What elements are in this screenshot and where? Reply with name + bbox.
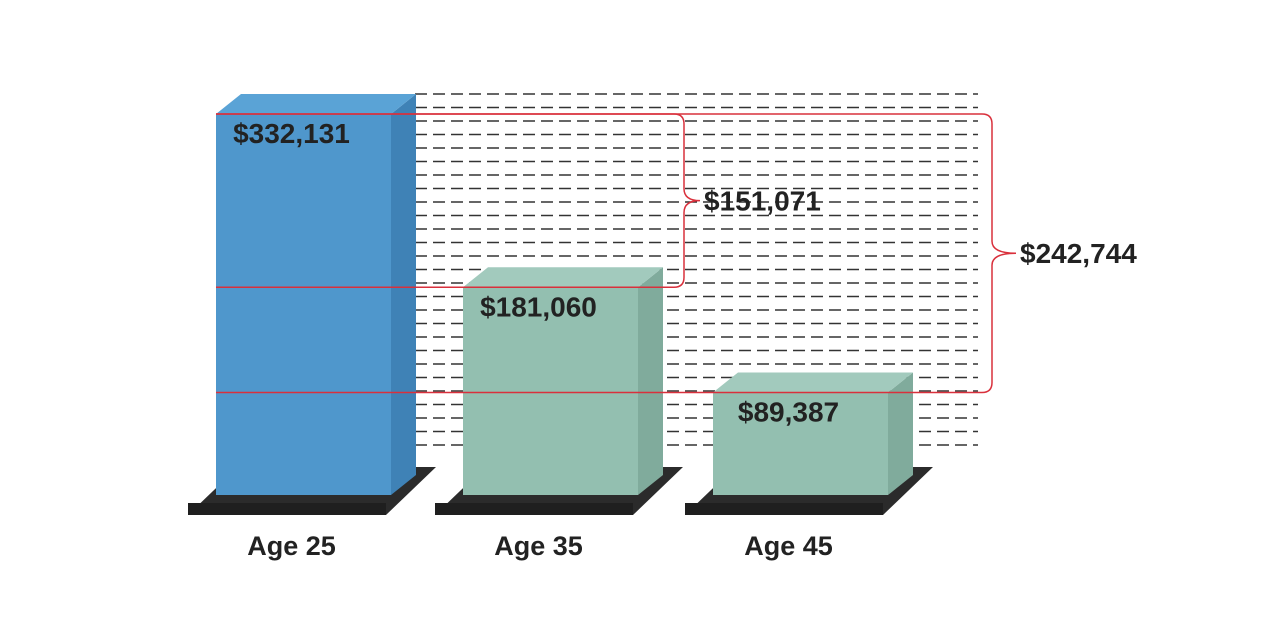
bar xyxy=(216,114,391,495)
difference-brackets xyxy=(216,113,1017,394)
labels: $332,131 $181,060 $89,387 Age 25 Age 35 Age 4… xyxy=(233,118,1137,561)
bar-value-label: $181,060 xyxy=(480,291,597,322)
bar-side xyxy=(638,267,663,495)
category-label: Age 25 xyxy=(247,531,336,561)
category-label: Age 35 xyxy=(494,531,583,561)
difference-bracket-age25-age45 xyxy=(216,113,1017,394)
category-label: Age 45 xyxy=(744,531,833,561)
bar-base-front xyxy=(188,503,386,515)
bar xyxy=(463,287,638,495)
bar-top xyxy=(216,94,416,114)
difference-label-age45: $242,744 xyxy=(1020,238,1137,269)
bar-top xyxy=(713,372,913,393)
bar-base-front xyxy=(685,503,883,515)
bar-top xyxy=(463,267,663,288)
difference-label-age35: $151,071 xyxy=(704,186,821,217)
difference-bracket-age25-age35 xyxy=(216,113,701,289)
bar-value-label: $89,387 xyxy=(738,396,839,427)
bar-base-front xyxy=(435,503,633,515)
bar-side xyxy=(888,372,913,495)
bars xyxy=(216,94,913,495)
bar-value-label: $332,131 xyxy=(233,118,350,149)
bar xyxy=(713,392,888,495)
bar-side xyxy=(391,94,416,495)
